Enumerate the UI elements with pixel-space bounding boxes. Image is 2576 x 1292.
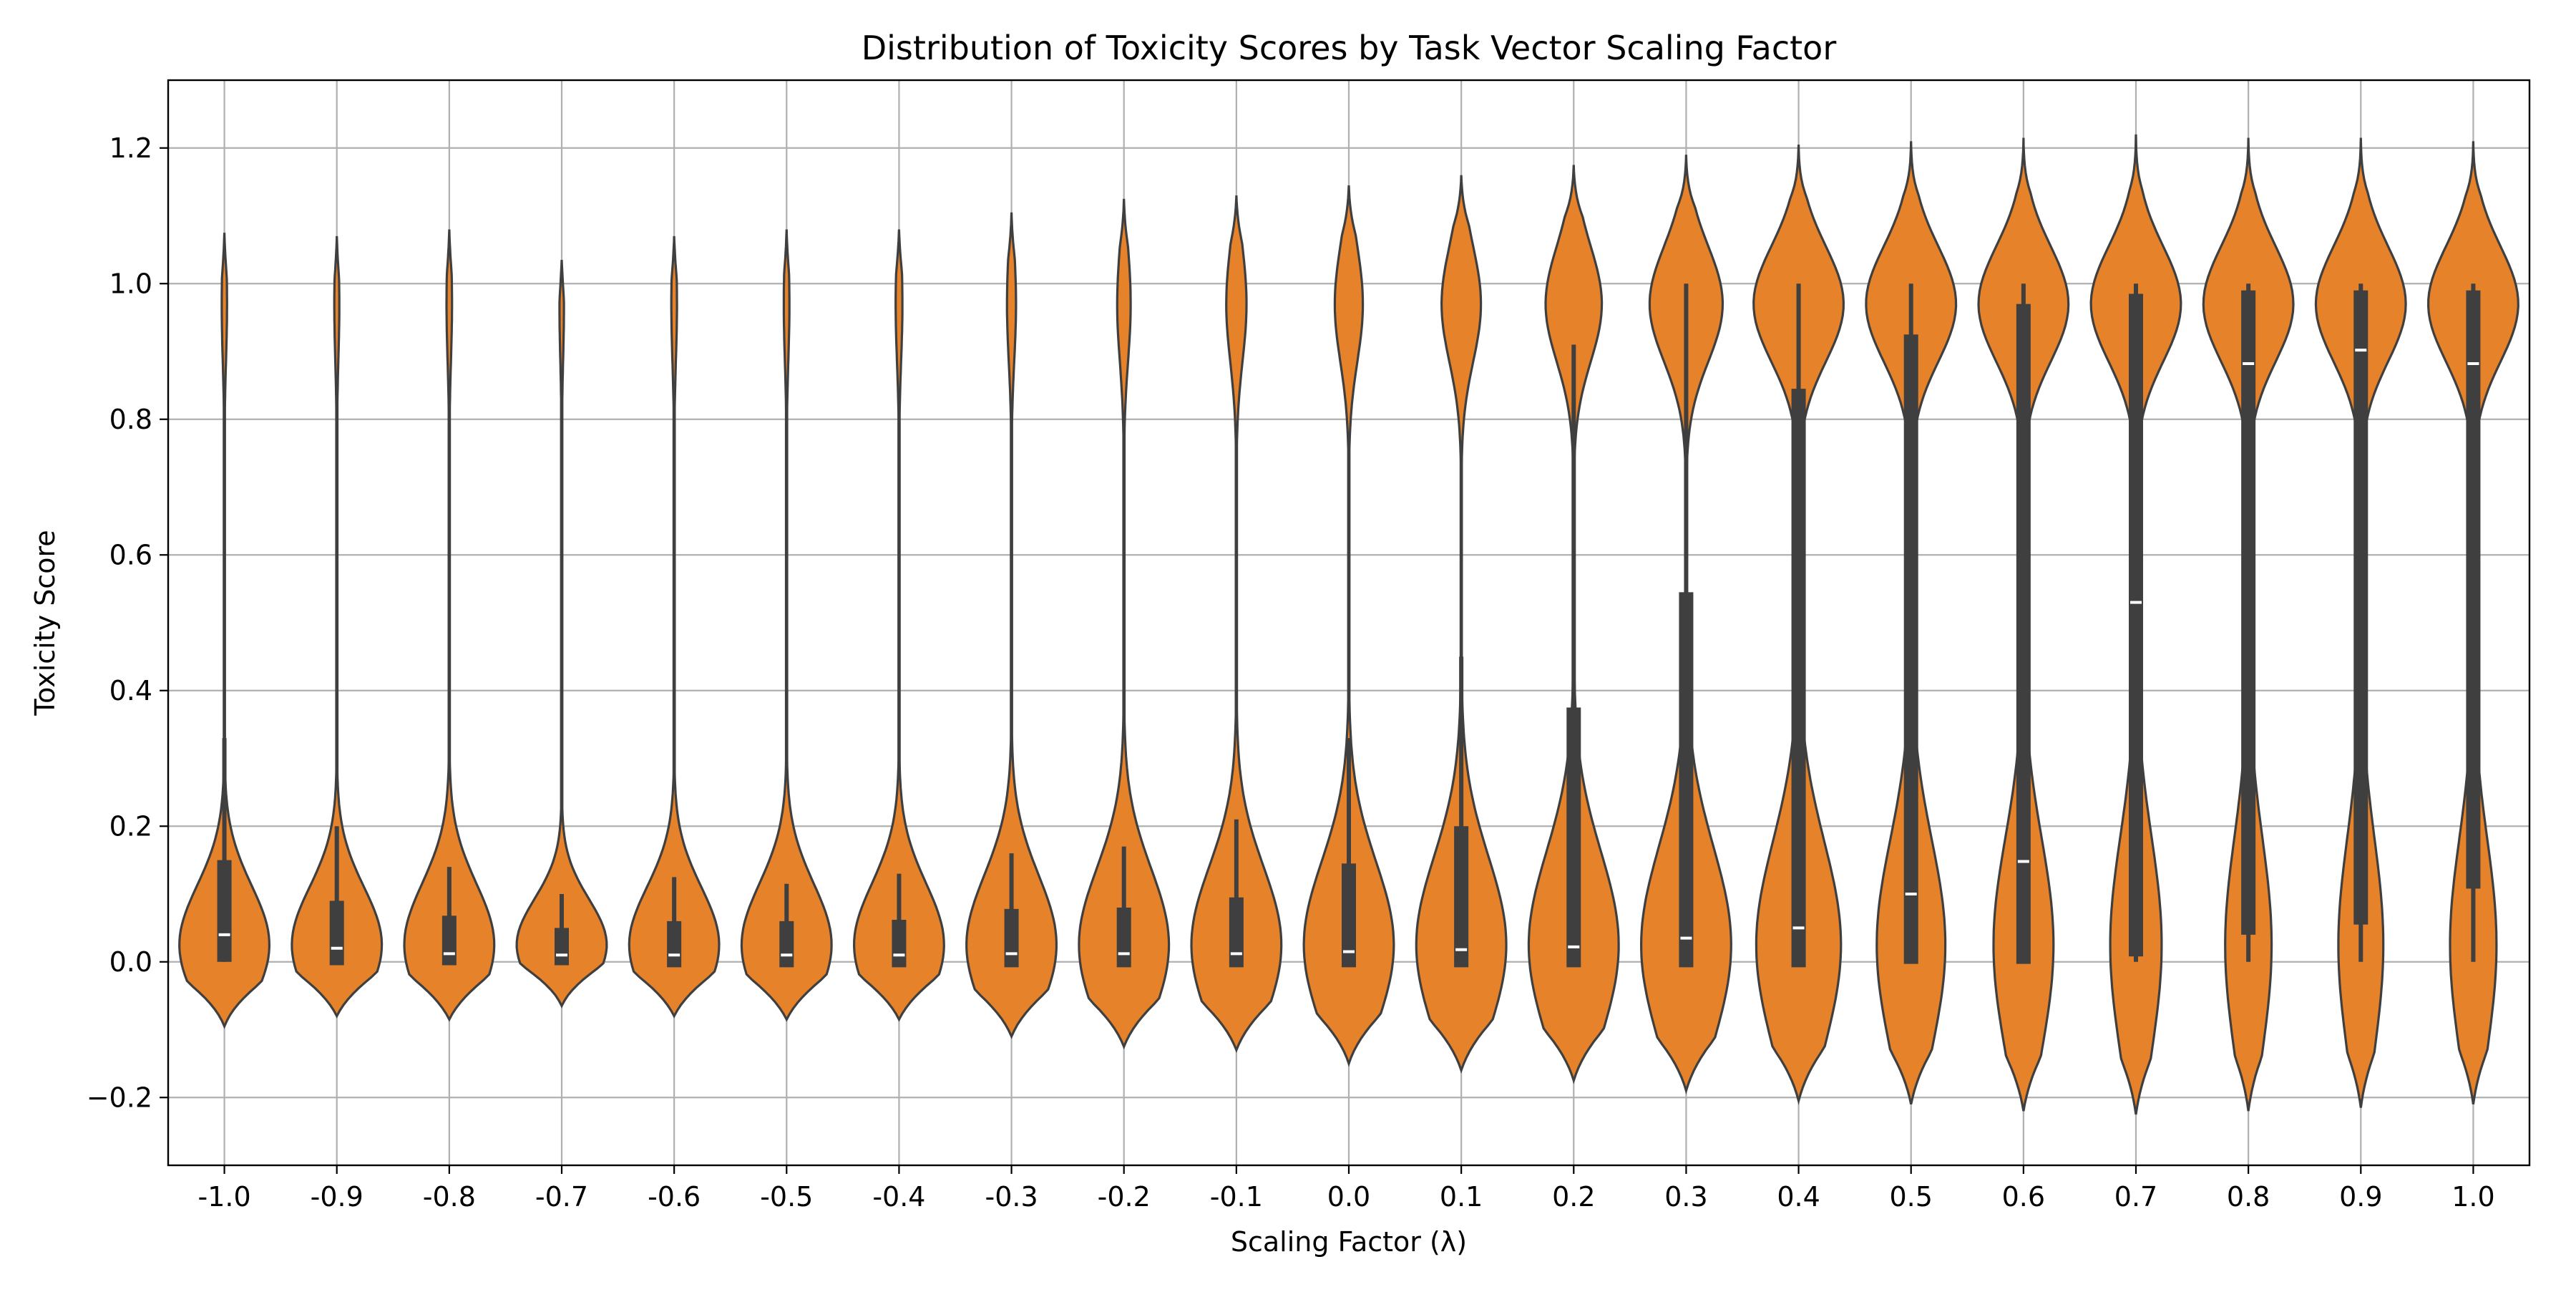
violin-group (1302, 185, 1395, 1067)
violin-iqr-box (2241, 290, 2256, 935)
violin-iqr-box (555, 928, 569, 966)
x-tick-label: 1.0 (2451, 1181, 2494, 1213)
violin-group (403, 229, 496, 1022)
violin-iqr-box (2466, 290, 2481, 889)
violin-iqr-box (2353, 290, 2368, 925)
violin-group (740, 229, 833, 1022)
violin-body (291, 235, 384, 1019)
violin-group (1639, 155, 1732, 1095)
x-tick-label: -0.7 (535, 1181, 588, 1213)
x-tick-label: -0.3 (985, 1181, 1038, 1213)
chart-title: Distribution of Toxicity Scores by Task … (862, 29, 1837, 67)
y-tick-label: 0.4 (109, 675, 152, 706)
violin-body (1078, 198, 1171, 1050)
x-tick-label: 0.6 (2002, 1181, 2045, 1213)
x-tick-label: 0.2 (1552, 1181, 1595, 1213)
violin-iqr-box (1342, 863, 1356, 968)
violin-group (628, 235, 721, 1019)
violin-group (2202, 137, 2295, 1112)
axis-ticks: −0.2 0.0 0.2 0.4 0.6 0.8 1.0 1.2 -1.0 -0.9 -0.8 -0.… (87, 132, 2495, 1213)
violin-iqr-box (779, 921, 794, 968)
violin-group (965, 212, 1058, 1039)
y-tick-label: 0.6 (109, 539, 152, 570)
x-tick-label: -0.2 (1098, 1181, 1151, 1213)
violin-iqr-box (441, 915, 457, 966)
y-tick-label: 1.0 (109, 268, 152, 299)
x-tick-label: -0.1 (1210, 1181, 1263, 1213)
violin-iqr-box (1116, 907, 1131, 968)
violin-iqr-box (1679, 592, 1694, 968)
y-tick-label: 0.2 (109, 810, 152, 842)
violin-iqr-box (1791, 389, 1806, 968)
violin-body (628, 235, 721, 1019)
violin-iqr-box (2016, 303, 2031, 964)
violin-iqr-box (1903, 334, 1918, 964)
violin-group (1415, 175, 1508, 1074)
violin-series (178, 134, 2519, 1115)
violin-group (1865, 141, 1958, 1105)
violin-iqr-box (1454, 826, 1469, 968)
violin-group (852, 229, 945, 1022)
y-tick-label: 1.2 (109, 132, 152, 164)
x-tick-label: -0.5 (760, 1181, 813, 1213)
violin-group (515, 260, 608, 1009)
violin-body (515, 260, 608, 1009)
x-tick-label: -0.4 (872, 1181, 925, 1213)
x-tick-label: 0.9 (2339, 1181, 2382, 1213)
violin-body (1302, 185, 1395, 1067)
violin-body (1415, 175, 1508, 1074)
x-tick-label: 0.3 (1664, 1181, 1707, 1213)
violin-iqr-box (892, 920, 907, 968)
x-tick-label: -0.6 (648, 1181, 701, 1213)
x-tick-label: -0.8 (423, 1181, 476, 1213)
violin-group (2314, 137, 2407, 1108)
y-tick-label: 0.8 (109, 404, 152, 435)
x-tick-label: -0.9 (311, 1181, 364, 1213)
violin-iqr-box (1566, 707, 1581, 968)
violin-iqr-box (2129, 293, 2143, 957)
violin-group (1078, 198, 1171, 1050)
violin-body (1190, 195, 1283, 1053)
violin-group (1190, 195, 1283, 1053)
violin-group (1752, 144, 1845, 1105)
x-tick-label: 0.5 (1889, 1181, 1932, 1213)
violin-group (1527, 165, 1620, 1084)
y-axis-label: Toxicity Score (29, 530, 61, 716)
x-tick-label: -1.0 (197, 1181, 250, 1213)
violin-iqr-box (217, 860, 232, 962)
x-tick-label: 0.0 (1327, 1181, 1370, 1213)
x-tick-label: 0.4 (1777, 1181, 1820, 1213)
violin-body (852, 229, 945, 1022)
x-tick-label: 0.1 (1440, 1181, 1483, 1213)
violin-body (740, 229, 833, 1022)
violin-body (965, 212, 1058, 1039)
violin-iqr-box (329, 900, 344, 966)
violin-iqr-box (667, 921, 682, 968)
x-axis-label: Scaling Factor (λ) (1231, 1226, 1467, 1258)
violin-group (1977, 137, 2070, 1112)
y-tick-label: −0.2 (87, 1082, 152, 1113)
violin-group (178, 233, 271, 1029)
x-tick-label: 0.8 (2227, 1181, 2270, 1213)
x-tick-label: 0.7 (2114, 1181, 2157, 1213)
violin-iqr-box (1229, 897, 1244, 968)
violin-group (2426, 141, 2519, 1104)
violin-group (291, 235, 384, 1019)
violin-body (403, 229, 496, 1022)
violin-group (2089, 134, 2182, 1115)
violin-iqr-box (1004, 908, 1019, 968)
y-tick-label: 0.0 (109, 946, 152, 978)
